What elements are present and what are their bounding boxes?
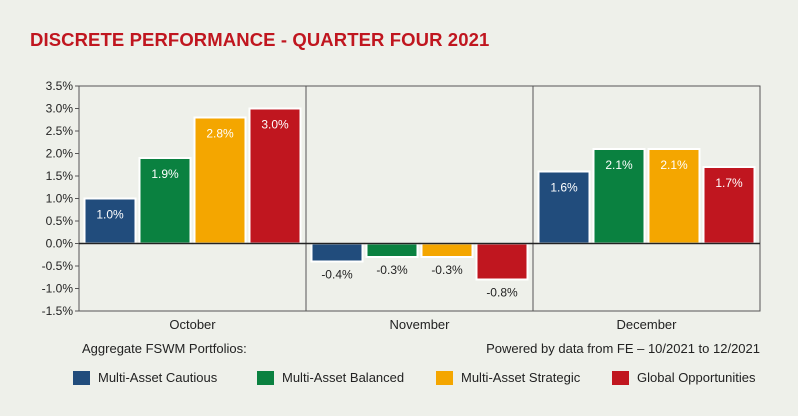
legend-item: Multi-Asset Strategic — [436, 370, 580, 385]
footnote-source: Powered by data from FE – 10/2021 to 12/… — [486, 341, 760, 356]
data-label: 1.0% — [96, 208, 124, 222]
legend-label: Global Opportunities — [637, 370, 756, 385]
y-tick-label: 2.0% — [46, 147, 74, 161]
x-tick-label: October — [169, 317, 216, 332]
data-label: -0.4% — [321, 268, 353, 282]
legend-swatch — [436, 370, 453, 385]
y-tick-label: -0.5% — [42, 259, 74, 273]
y-tick-label: 1.5% — [46, 169, 74, 183]
legend-item: Multi-Asset Cautious — [73, 370, 217, 385]
data-label: 1.7% — [715, 176, 743, 190]
data-label: 1.9% — [151, 167, 179, 181]
y-tick-label: 0.0% — [46, 237, 74, 251]
bar — [248, 107, 302, 245]
data-label: -0.3% — [376, 263, 408, 277]
data-label: 2.1% — [605, 158, 633, 172]
bar — [537, 170, 591, 245]
bar — [475, 242, 529, 281]
legend-swatch — [257, 370, 274, 385]
chart-title: DISCRETE PERFORMANCE - QUARTER FOUR 2021 — [30, 29, 490, 50]
data-label: -0.3% — [431, 263, 463, 277]
bar — [365, 242, 419, 258]
y-tick-label: 1.0% — [46, 192, 74, 206]
bar — [592, 148, 646, 245]
y-tick-label: -1.0% — [42, 282, 74, 296]
data-label: 3.0% — [261, 118, 289, 132]
y-tick-label: 3.0% — [46, 102, 74, 116]
legend-swatch — [73, 370, 90, 385]
y-tick-label: 2.5% — [46, 124, 74, 138]
y-tick-label: -1.5% — [42, 304, 74, 318]
legend-item: Multi-Asset Balanced — [257, 370, 404, 385]
y-tick-label: 3.5% — [46, 79, 74, 93]
data-label: -0.8% — [486, 286, 518, 300]
y-tick-label: 0.5% — [46, 214, 74, 228]
data-label: 2.1% — [660, 158, 688, 172]
legend-label: Multi-Asset Balanced — [282, 370, 405, 385]
legend-label: Multi-Asset Cautious — [98, 370, 218, 385]
data-label: 1.6% — [550, 181, 578, 195]
bar — [310, 242, 364, 263]
legend-swatch — [612, 370, 629, 385]
bar — [647, 148, 701, 245]
legend: Multi-Asset Cautious Multi-Asset Balanced… — [0, 370, 798, 390]
data-label: 2.8% — [206, 127, 234, 141]
bar-chart: 3.5% 3.0% 2.5% 2.0% 1.5% 1.0% 0.5% 0.0% -0.5% -1.… — [42, 79, 761, 332]
footnote-aggregate: Aggregate FSWM Portfolios: — [82, 341, 247, 356]
x-tick-label: November — [390, 317, 451, 332]
legend-item: Global Opportunities — [612, 370, 756, 385]
legend-label: Multi-Asset Strategic — [461, 370, 581, 385]
bar — [420, 242, 474, 258]
x-tick-label: December — [617, 317, 678, 332]
